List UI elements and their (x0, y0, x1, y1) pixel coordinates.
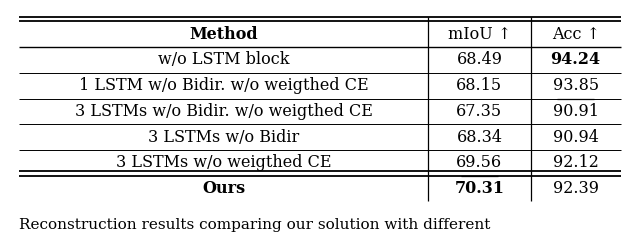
Text: mIoU ↑: mIoU ↑ (448, 26, 511, 43)
Text: Acc ↑: Acc ↑ (552, 26, 600, 43)
Text: Method: Method (189, 26, 258, 43)
Text: 94.24: 94.24 (550, 51, 601, 68)
Text: Reconstruction results comparing our solution with different: Reconstruction results comparing our sol… (19, 218, 491, 232)
Text: 93.85: 93.85 (552, 77, 599, 94)
Text: 70.31: 70.31 (454, 180, 504, 197)
Text: 90.91: 90.91 (553, 103, 598, 120)
Text: 90.94: 90.94 (553, 129, 598, 146)
Text: 68.15: 68.15 (456, 77, 502, 94)
Text: 3 LSTMs w/o Bidir. w/o weigthed CE: 3 LSTMs w/o Bidir. w/o weigthed CE (75, 103, 372, 120)
Text: Ours: Ours (202, 180, 245, 197)
Text: 1 LSTM w/o Bidir. w/o weigthed CE: 1 LSTM w/o Bidir. w/o weigthed CE (79, 77, 369, 94)
Text: 92.12: 92.12 (553, 154, 598, 171)
Text: 3 LSTMs w/o Bidir: 3 LSTMs w/o Bidir (148, 129, 300, 146)
Text: 68.34: 68.34 (456, 129, 502, 146)
Text: w/o LSTM block: w/o LSTM block (158, 51, 289, 68)
Text: 69.56: 69.56 (456, 154, 502, 171)
Text: 3 LSTMs w/o weigthed CE: 3 LSTMs w/o weigthed CE (116, 154, 332, 171)
Text: 68.49: 68.49 (456, 51, 502, 68)
Text: 92.39: 92.39 (553, 180, 598, 197)
Text: 67.35: 67.35 (456, 103, 502, 120)
